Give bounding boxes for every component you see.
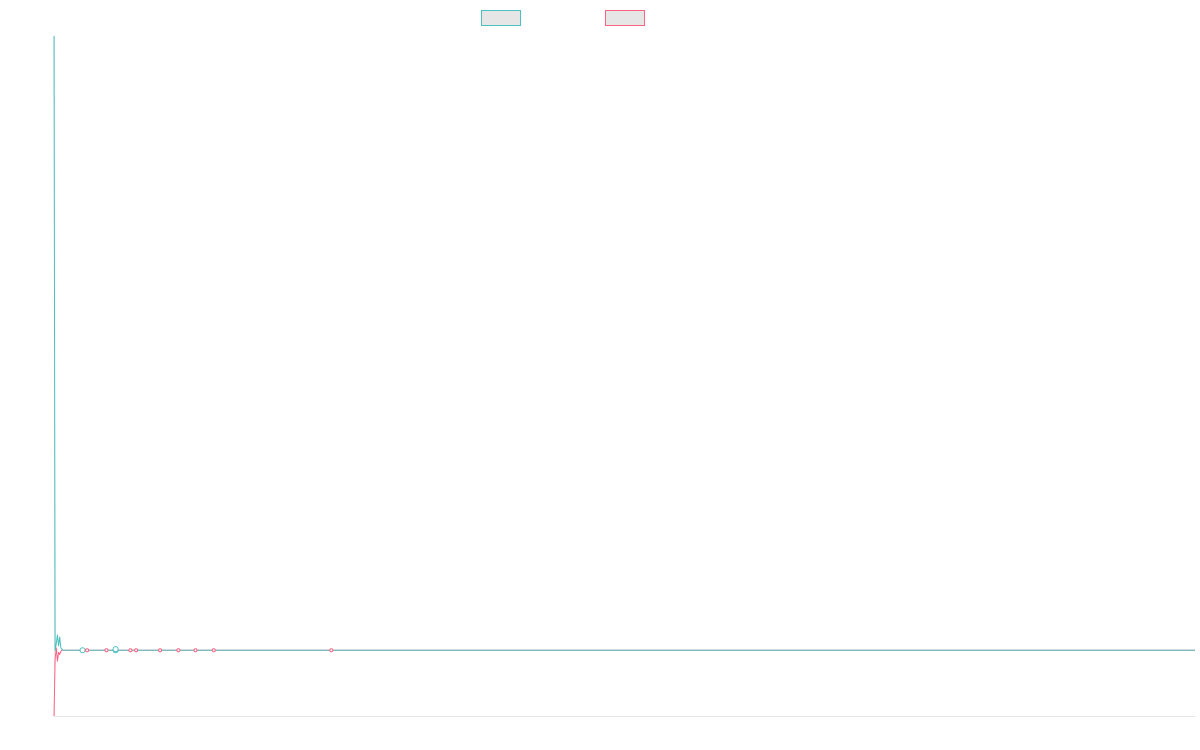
- data-point: [128, 648, 133, 653]
- data-point: [112, 646, 119, 653]
- series-group: [53, 35, 1195, 717]
- data-point: [104, 648, 109, 653]
- legend-swatch-1[interactable]: [481, 10, 521, 26]
- data-point: [329, 648, 334, 653]
- marker-group: [79, 646, 334, 654]
- series-line-2: [53, 647, 1195, 717]
- data-point: [193, 648, 198, 653]
- series-line-1: [53, 35, 1195, 651]
- legend-swatch-2[interactable]: [605, 10, 645, 26]
- data-point: [85, 648, 90, 653]
- data-point: [176, 648, 181, 653]
- data-point: [158, 648, 163, 653]
- data-point: [211, 648, 216, 653]
- legend: [481, 10, 645, 26]
- data-point: [134, 648, 139, 653]
- data-point: [79, 647, 86, 654]
